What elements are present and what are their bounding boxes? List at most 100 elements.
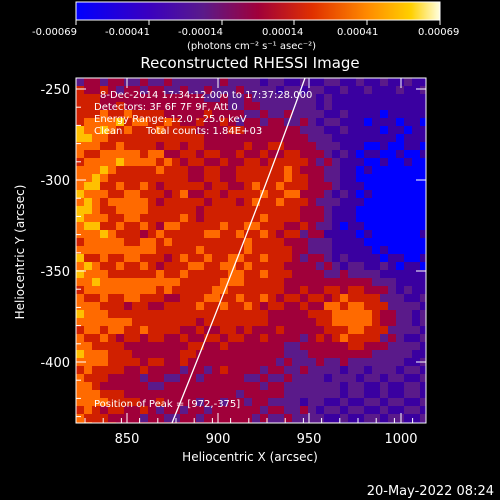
heatmap-pixel [148,174,156,182]
heatmap-pixel [420,342,426,350]
heatmap-pixel [100,398,108,406]
colorbar-tick-label: 0.00069 [418,27,459,38]
heatmap-pixel [204,390,212,398]
heatmap-pixel [292,230,300,238]
heatmap-pixel [340,286,348,294]
heatmap-pixel [252,134,260,142]
heatmap-pixel [324,190,332,198]
heatmap-pixel [292,374,300,382]
heatmap-pixel [164,174,172,182]
heatmap-pixel [116,246,124,254]
heatmap-pixel [156,238,164,246]
heatmap-pixel [276,326,284,334]
heatmap-pixel [188,134,196,142]
heatmap-pixel [340,174,348,182]
heatmap-pixel [196,222,204,230]
heatmap-pixel [380,150,388,158]
heatmap-pixel [340,254,348,262]
heatmap-pixel [212,254,220,262]
heatmap-pixel [292,182,300,190]
heatmap-pixel [348,310,356,318]
heatmap-pixel [252,326,260,334]
heatmap-pixel [268,398,276,406]
heatmap-pixel [84,86,92,94]
heatmap-pixel [404,110,412,118]
heatmap-pixel [148,254,156,262]
heatmap-pixel [396,334,404,342]
heatmap-pixel [252,190,260,198]
heatmap-pixel [348,102,356,110]
heatmap-pixel [196,358,204,366]
heatmap-pixel [308,134,316,142]
heatmap-pixel [356,182,364,190]
heatmap-pixel [404,406,412,414]
heatmap-pixel [236,350,244,358]
heatmap-pixel [316,270,324,278]
solar-limb-line [171,78,306,423]
heatmap-pixel [172,390,180,398]
heatmap-pixel [124,134,132,142]
heatmap-pixel [396,406,404,414]
heatmap-pixel [340,150,348,158]
heatmap-pixel [372,150,380,158]
heatmap-pixel [84,190,92,198]
heatmap-pixel [156,150,164,158]
heatmap-pixel [156,374,164,382]
heatmap-pixel [420,294,426,302]
heatmap-pixel [380,206,388,214]
heatmap-pixel [348,78,356,86]
heatmap-pixel [220,198,228,206]
heatmap-pixel [412,390,420,398]
heatmap-pixel [244,142,252,150]
heatmap-pixel [404,414,412,422]
heatmap-pixel [244,398,252,406]
heatmap-pixel [268,190,276,198]
heatmap-pixel [356,302,364,310]
heatmap-pixel [412,326,420,334]
heatmap-pixel [420,78,426,86]
heatmap-pixel [420,86,426,94]
heatmap-pixel [292,294,300,302]
heatmap-pixel [324,110,332,118]
heatmap-pixel [292,102,300,110]
heatmap-pixel [308,342,316,350]
heatmap-pixel [164,150,172,158]
heatmap-pixel [308,118,316,126]
heatmap-pixel [204,326,212,334]
heatmap-pixel [252,406,260,414]
heatmap-pixel [324,374,332,382]
heatmap-pixel [372,94,380,102]
heatmap-pixel [172,182,180,190]
heatmap-pixel [396,374,404,382]
heatmap-pixel [332,158,340,166]
heatmap-pixel [76,78,84,86]
heatmap-pixel [332,342,340,350]
heatmap-pixel [228,126,236,134]
heatmap-pixel [372,214,380,222]
heatmap-pixel [404,166,412,174]
heatmap-pixel [92,342,100,350]
heatmap-pixel [252,126,260,134]
heatmap-pixel [420,118,426,126]
heatmap-pixel [164,182,172,190]
heatmap-pixel [356,158,364,166]
heatmap-pixel [140,262,148,270]
heatmap-pixel [204,374,212,382]
heatmap-pixel [356,126,364,134]
heatmap-pixel [236,374,244,382]
heatmap-pixel [252,270,260,278]
heatmap-pixel [236,310,244,318]
heatmap-pixel [108,262,116,270]
heatmap-pixel [212,302,220,310]
heatmap-pixel [324,118,332,126]
heatmap-pixel [180,214,188,222]
heatmap-pixel [420,238,426,246]
heatmap-pixel [172,382,180,390]
heatmap-pixel [148,198,156,206]
heatmap-pixel [364,286,372,294]
heatmap-pixel [316,182,324,190]
info-overlay: 8-Dec-2014 17:34:12.000 to 17:37:28.000 … [94,90,312,410]
heatmap-pixel [76,118,84,126]
heatmap-pixel [140,182,148,190]
heatmap-pixel [188,414,196,422]
